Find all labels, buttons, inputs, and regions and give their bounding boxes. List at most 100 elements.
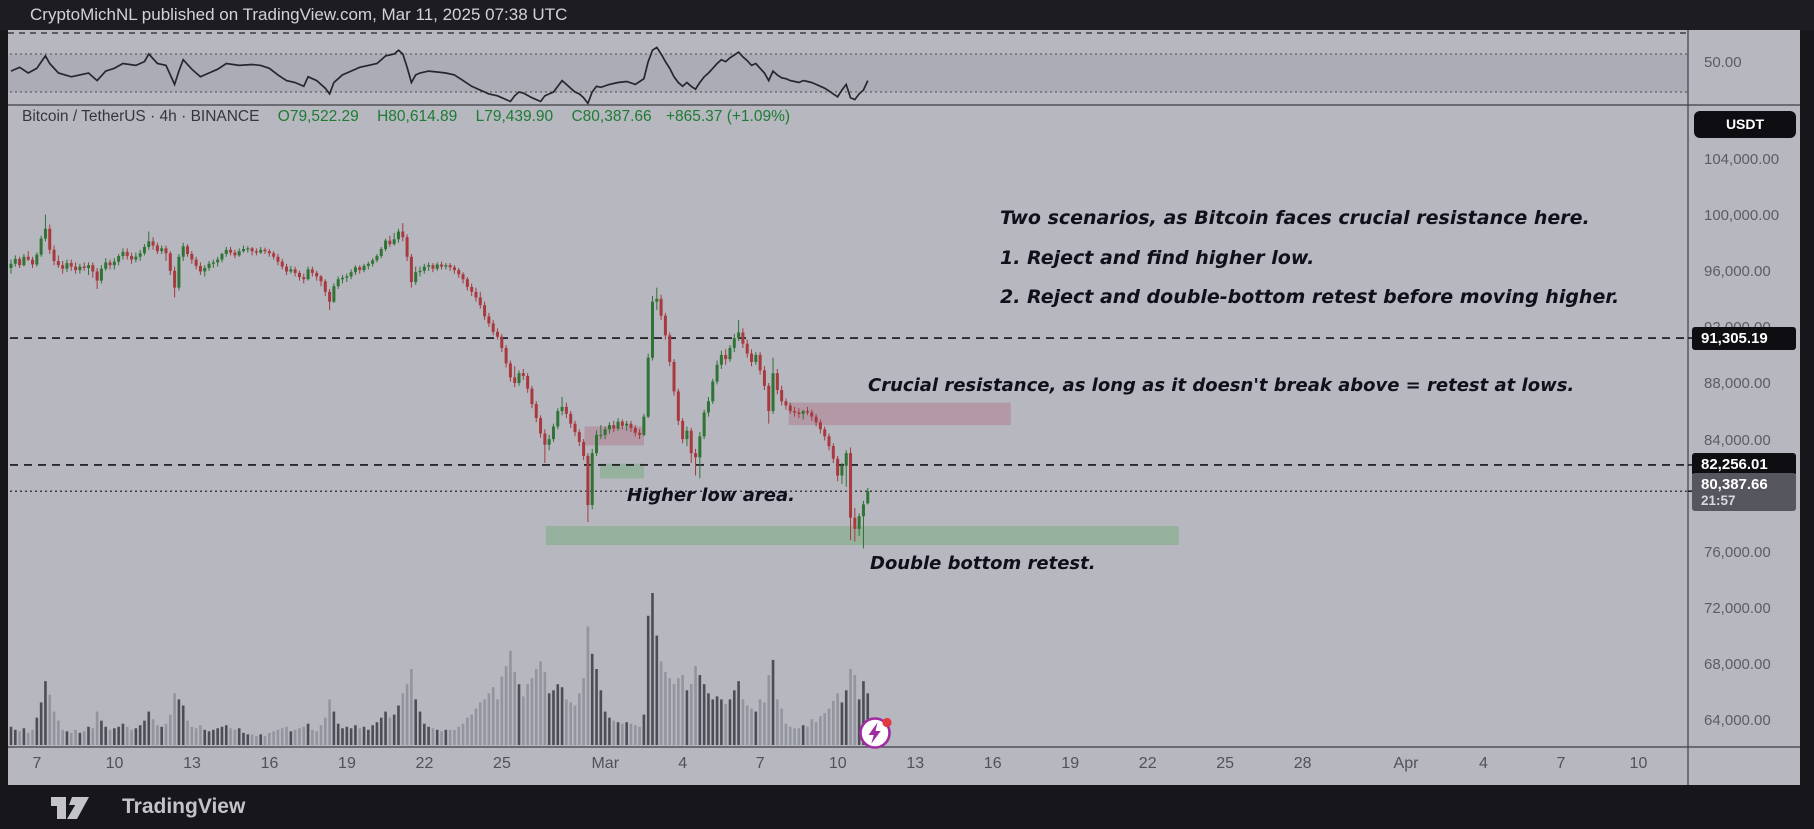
- minor-supply-zone-zone[interactable]: [584, 426, 645, 446]
- crucial-resistance-note[interactable]: Crucial resistance, as long as it doesn'…: [868, 375, 1575, 396]
- candle-body: [220, 253, 224, 260]
- volume-bar: [534, 669, 538, 745]
- volume-bar: [388, 717, 392, 745]
- candle-body: [203, 267, 207, 272]
- volume-bar: [646, 615, 650, 745]
- candle-body: [302, 277, 306, 280]
- volume-bar: [216, 728, 219, 745]
- candle-body: [117, 256, 121, 262]
- time-label-25: 25: [493, 755, 511, 772]
- current-price-badge: 80,387.66 21:57: [1692, 473, 1796, 512]
- candle-body: [358, 267, 362, 271]
- publish-flash-icon[interactable]: [856, 713, 896, 753]
- candle-body: [418, 270, 422, 273]
- volume-bar: [31, 729, 34, 745]
- scenario-line-2[interactable]: 1. Reject and find higher low.: [1000, 247, 1315, 269]
- volume-bar: [212, 729, 215, 745]
- volume-bar: [655, 635, 659, 745]
- volume-bar: [621, 723, 624, 745]
- crucial-resistance-zone-zone[interactable]: [788, 402, 1011, 426]
- time-label-10: 10: [1629, 755, 1648, 772]
- candle-body: [758, 354, 762, 371]
- volume-bar: [840, 702, 844, 745]
- volume-bar: [793, 728, 796, 745]
- candle-body: [448, 265, 452, 268]
- candle-body: [375, 256, 379, 261]
- candle-body: [272, 253, 276, 257]
- time-label-16: 16: [260, 755, 279, 772]
- price-label-84000: 84,000.00: [1704, 431, 1771, 449]
- candle-body: [401, 231, 405, 238]
- volume-bar: [220, 726, 224, 745]
- attribution-text: CryptoMichNL published on TradingView.co…: [30, 5, 568, 24]
- candle-body: [560, 406, 564, 412]
- volume-bar: [685, 690, 689, 745]
- volume-bar: [134, 728, 138, 745]
- candle-body: [74, 266, 78, 271]
- candle-body: [771, 373, 775, 412]
- tradingview-logo-icon[interactable]: [38, 794, 104, 822]
- candle-body: [388, 240, 392, 245]
- volume-bar: [194, 728, 198, 745]
- candle-body: [233, 252, 237, 256]
- candle-body: [470, 286, 474, 292]
- candle-body: [452, 267, 456, 271]
- candle-body: [427, 265, 431, 267]
- candle-body: [35, 254, 39, 265]
- candle-body: [586, 455, 590, 506]
- volume-bar: [358, 728, 362, 745]
- ohlc-open: O79,522.29: [277, 108, 359, 125]
- candle-body: [732, 338, 736, 348]
- double-bottom-note[interactable]: Double bottom retest.: [870, 553, 1096, 574]
- ohlc-high: H80,614.89: [377, 108, 458, 125]
- volume-bar: [832, 700, 835, 745]
- volume-bar: [280, 728, 284, 745]
- time-label-7: 7: [755, 755, 765, 772]
- volume-bar: [164, 723, 168, 745]
- double-bottom-zone-zone[interactable]: [545, 526, 1179, 545]
- candle-body: [638, 432, 642, 435]
- candle-body: [491, 323, 495, 332]
- volume-bar: [328, 699, 331, 745]
- currency-toggle-button[interactable]: USDT: [1694, 111, 1796, 138]
- candle-body: [573, 423, 577, 433]
- time-label-7: 7: [32, 755, 42, 772]
- time-label-19: 19: [338, 755, 356, 772]
- volume-bar: [298, 728, 301, 745]
- candle-body: [396, 231, 400, 240]
- candle-body: [48, 228, 52, 250]
- candle-body: [534, 404, 538, 419]
- volume-bar: [668, 678, 672, 745]
- candle-body: [211, 262, 215, 264]
- minor-demand-zone-zone[interactable]: [600, 463, 645, 479]
- volume-bar: [642, 714, 646, 745]
- symbol-title[interactable]: Bitcoin / TetherUS · 4h · BINANCE: [22, 108, 260, 125]
- candle-body: [353, 267, 357, 273]
- candle-body: [694, 453, 698, 458]
- candle-body: [246, 248, 250, 250]
- candle-body: [241, 249, 245, 252]
- volume-bar: [780, 708, 783, 745]
- candle-body: [793, 411, 797, 413]
- candle-body: [147, 241, 151, 247]
- candle-body: [495, 331, 499, 337]
- chart-canvas[interactable]: [8, 30, 1800, 785]
- price-label-68000: 68,000.00: [1704, 655, 1771, 673]
- scenario-line-3[interactable]: 2. Reject and double-bottom retest befor…: [1000, 286, 1620, 308]
- candle-body: [392, 239, 396, 245]
- candle-body: [784, 401, 788, 406]
- volume-bar: [569, 702, 572, 745]
- tradingview-brand-text[interactable]: TradingView: [122, 795, 246, 818]
- candle-body: [31, 259, 35, 265]
- candle-body: [551, 426, 555, 440]
- higher-low-note[interactable]: Higher low area.: [627, 485, 795, 506]
- scenario-line-1[interactable]: Two scenarios, as Bitcoin faces crucial …: [1000, 207, 1590, 229]
- candle-body: [138, 253, 142, 257]
- time-label-Mar: Mar: [591, 755, 620, 772]
- candle-body: [698, 436, 702, 458]
- candle-body: [629, 423, 633, 428]
- candle-body: [409, 256, 413, 283]
- volume-bar: [65, 731, 69, 745]
- volume-bar: [724, 703, 727, 745]
- volume-bar: [543, 672, 547, 745]
